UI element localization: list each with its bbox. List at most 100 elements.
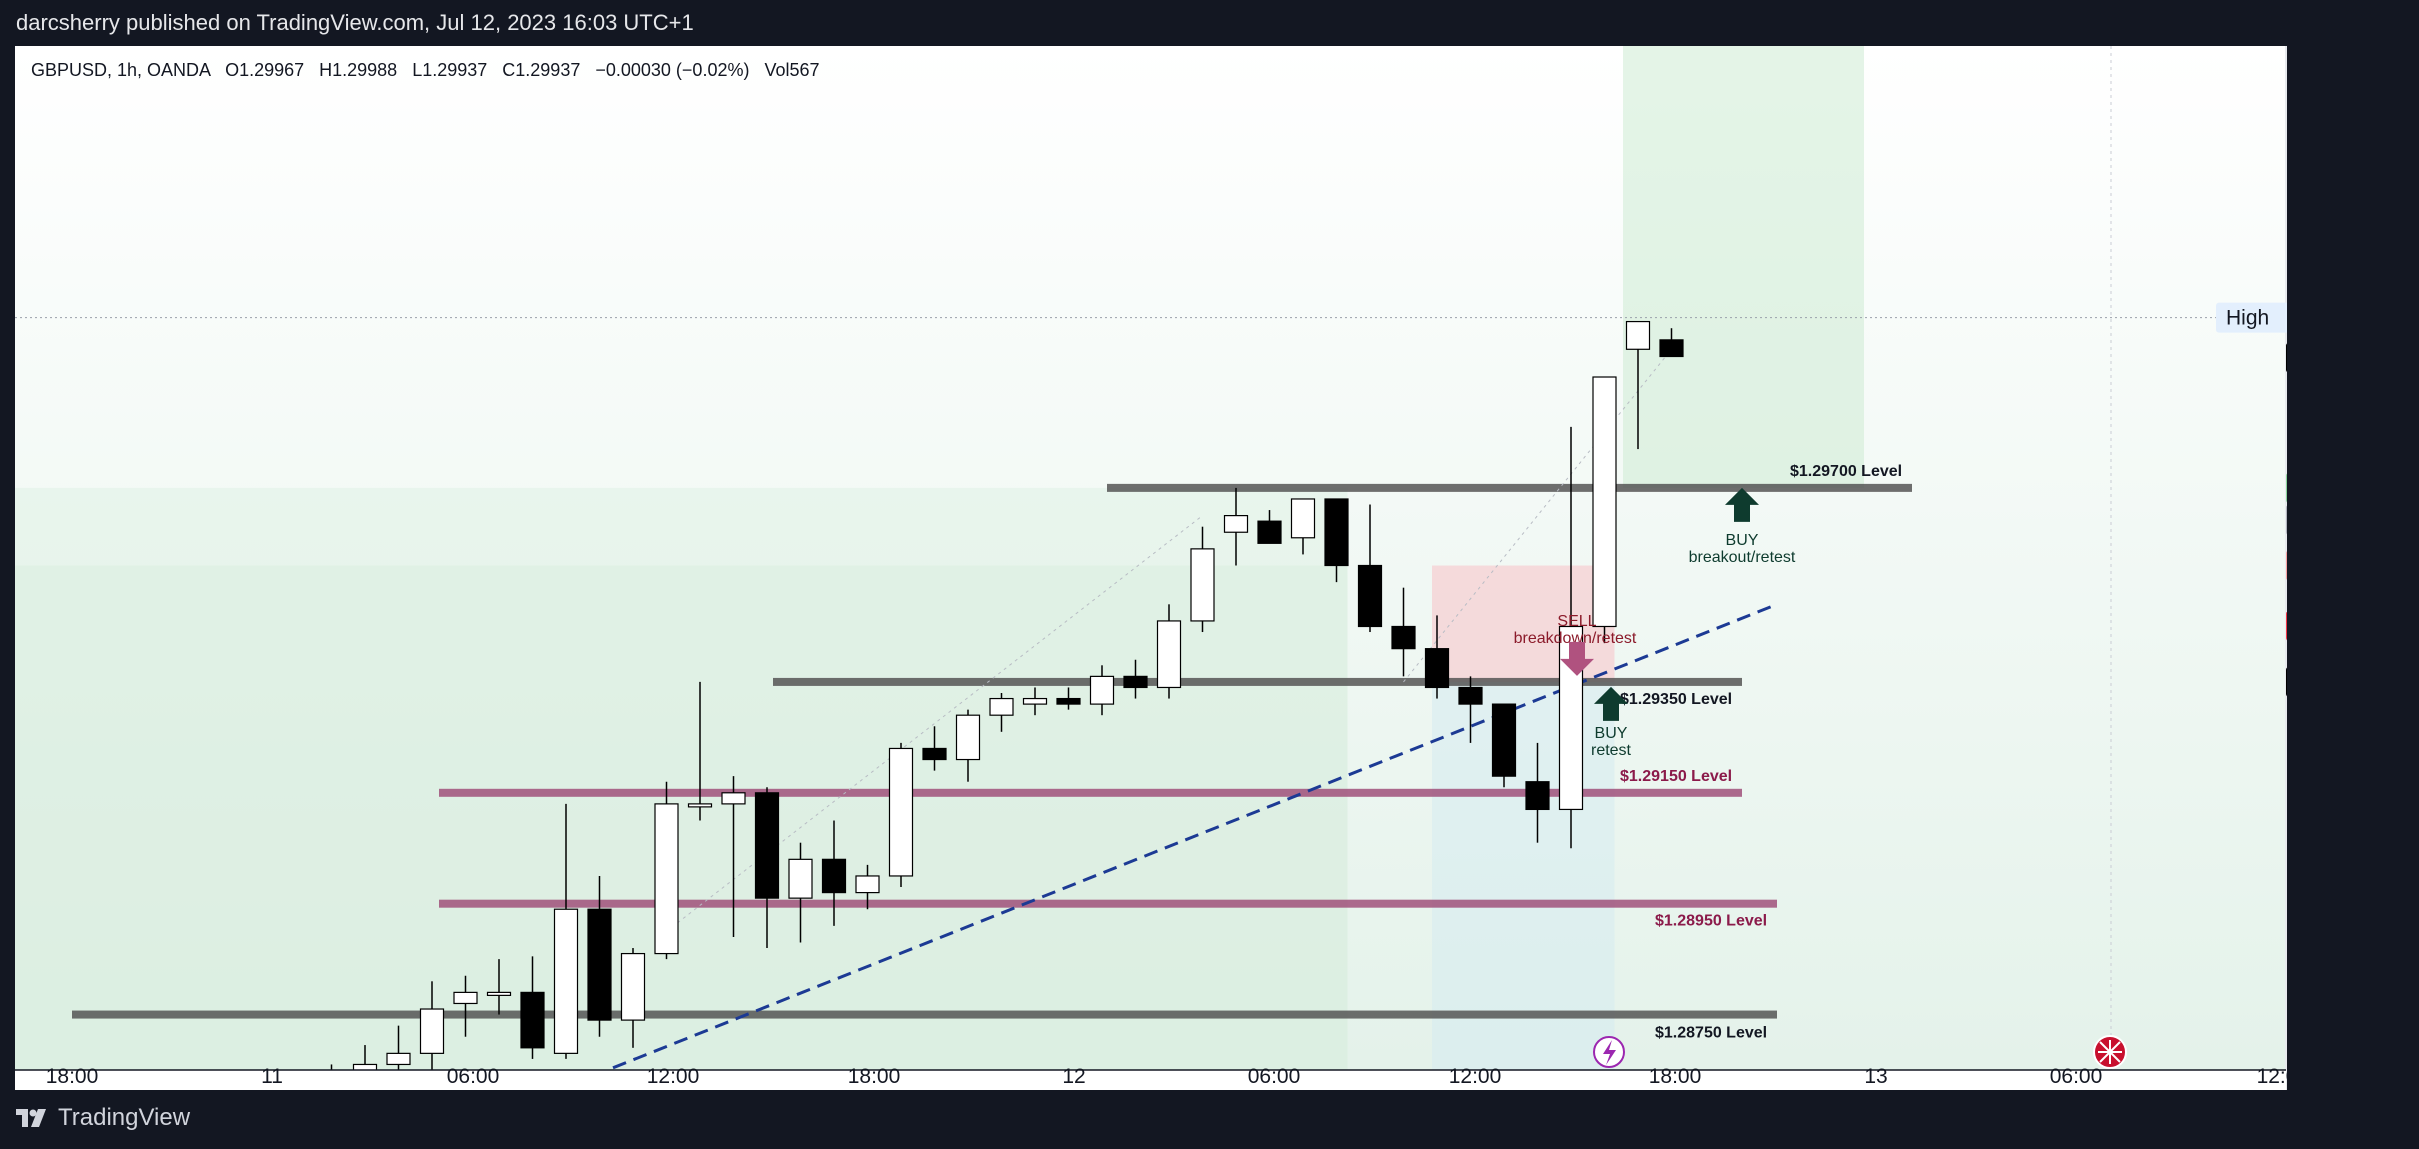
- candle[interactable]: [1525, 742, 1550, 843]
- candle-body: [1458, 686, 1483, 705]
- candle[interactable]: [1391, 587, 1416, 677]
- high-tag-label: High: [2226, 307, 2269, 330]
- candle[interactable]: [553, 803, 579, 1059]
- price-tag: [2286, 551, 2287, 580]
- candle-body: [1391, 625, 1416, 650]
- candle-body: [620, 952, 646, 1021]
- candle-body: [1022, 697, 1048, 705]
- candle[interactable]: [1491, 703, 1517, 788]
- price-tag: [2286, 505, 2287, 535]
- time-axis[interactable]: [15, 1070, 2286, 1090]
- candle[interactable]: [1424, 615, 1450, 699]
- candle[interactable]: [1659, 328, 1684, 358]
- candle-body: [1223, 515, 1249, 533]
- level-line[interactable]: [439, 788, 1742, 797]
- level-label: $1.28750 Level: [1655, 1025, 1767, 1042]
- candle[interactable]: [587, 875, 612, 1037]
- annotation-buy-sub: breakout/retest: [1689, 549, 1796, 566]
- level-line[interactable]: [72, 1010, 1777, 1019]
- candle[interactable]: [1324, 498, 1349, 583]
- candle[interactable]: [620, 948, 646, 1048]
- symbol-info: GBPUSD, 1h, OANDA O1.29967 H1.29988 L1.2…: [31, 60, 820, 80]
- buy-arrow-icon: [1594, 686, 1628, 721]
- candle[interactable]: [1089, 665, 1115, 716]
- candle-body: [1592, 376, 1617, 628]
- level-line[interactable]: [439, 899, 1777, 908]
- price-tag: [2286, 473, 2287, 503]
- annotation-sell-sub: breakdown/retest: [1514, 630, 1637, 647]
- candle-body: [721, 792, 746, 805]
- candle[interactable]: [453, 975, 478, 1037]
- candle-body: [1123, 675, 1148, 689]
- candle[interactable]: [955, 709, 981, 782]
- candle-body: [788, 858, 813, 899]
- candle[interactable]: [754, 787, 780, 949]
- candle-body: [754, 792, 780, 899]
- price-chart[interactable]: $1.29700 Level $1.29350 Level $1.29150 Lev…: [15, 46, 2287, 1090]
- candle-body: [419, 1008, 445, 1054]
- buy-arrow-icon: [1725, 487, 1759, 522]
- candle[interactable]: [1257, 510, 1282, 544]
- candle[interactable]: [486, 959, 512, 1015]
- lightning-glyph: [1603, 1040, 1616, 1065]
- candle-body: [587, 908, 612, 1021]
- candle-body: [486, 991, 512, 996]
- level-label: $1.29150 Level: [1620, 768, 1732, 785]
- candle[interactable]: [888, 742, 914, 888]
- candle-body: [1324, 498, 1349, 567]
- tradingview-logo[interactable]: TradingView: [16, 1104, 190, 1132]
- candle-body: [1156, 620, 1182, 689]
- candle-body: [888, 747, 914, 877]
- candle-body: [1357, 564, 1383, 628]
- candle-body: [955, 714, 981, 761]
- level-line[interactable]: [1107, 483, 1912, 492]
- candle[interactable]: [419, 981, 445, 1076]
- candle[interactable]: [989, 693, 1014, 732]
- short-target-zone: [1432, 681, 1615, 1070]
- time-tick-label: 12:00: [647, 1065, 700, 1088]
- candle[interactable]: [1625, 320, 1651, 450]
- publish-bar: darcsherry published on TradingView.com,…: [0, 0, 2419, 46]
- candle-body: [1424, 648, 1450, 689]
- candle[interactable]: [1056, 687, 1081, 710]
- candle[interactable]: [788, 842, 813, 943]
- candle-body: [1491, 703, 1517, 777]
- long-target-zone: [1623, 46, 1864, 488]
- candle[interactable]: [1592, 376, 1617, 644]
- candle-body: [1290, 498, 1316, 539]
- level-line[interactable]: [773, 677, 1742, 686]
- candle[interactable]: [1290, 498, 1316, 555]
- candle[interactable]: [1123, 659, 1148, 699]
- candle[interactable]: [721, 776, 746, 937]
- candle[interactable]: [654, 781, 679, 960]
- candle-body: [821, 858, 847, 894]
- candle[interactable]: [1357, 504, 1383, 633]
- candle-body: [687, 803, 713, 808]
- candle[interactable]: [1156, 604, 1182, 699]
- candle[interactable]: [855, 864, 880, 910]
- chart-panel[interactable]: $1.29700 Level $1.29350 Level $1.29150 Lev…: [15, 46, 2287, 1090]
- time-tick-label: 18:00: [848, 1065, 901, 1088]
- candle-body: [855, 875, 880, 894]
- tradingview-wordmark: TradingView: [58, 1104, 191, 1131]
- candle[interactable]: [1223, 487, 1249, 566]
- sell-arrow-icon: [1560, 641, 1594, 676]
- candle-body: [922, 747, 947, 761]
- time-tick-label: 12:00: [1449, 1065, 1502, 1088]
- candle-body: [1190, 548, 1215, 622]
- candle[interactable]: [1022, 687, 1048, 716]
- candle[interactable]: [1458, 676, 1483, 743]
- high-price-tag: [2216, 302, 2287, 333]
- candle-body: [453, 991, 478, 1005]
- candle[interactable]: [821, 820, 847, 926]
- candle[interactable]: [520, 956, 545, 1059]
- candle[interactable]: [1190, 526, 1215, 633]
- publish-text: darcsherry published on TradingView.com,…: [16, 10, 694, 35]
- uk-flag-cross: [2098, 1040, 2122, 1064]
- candle[interactable]: [687, 681, 713, 821]
- level-label: $1.28950 Level: [1655, 913, 1767, 930]
- projection-line: [1403, 348, 1672, 683]
- time-tick-label: 06:00: [1248, 1065, 1301, 1088]
- candle-body: [386, 1052, 411, 1066]
- candle[interactable]: [922, 726, 947, 771]
